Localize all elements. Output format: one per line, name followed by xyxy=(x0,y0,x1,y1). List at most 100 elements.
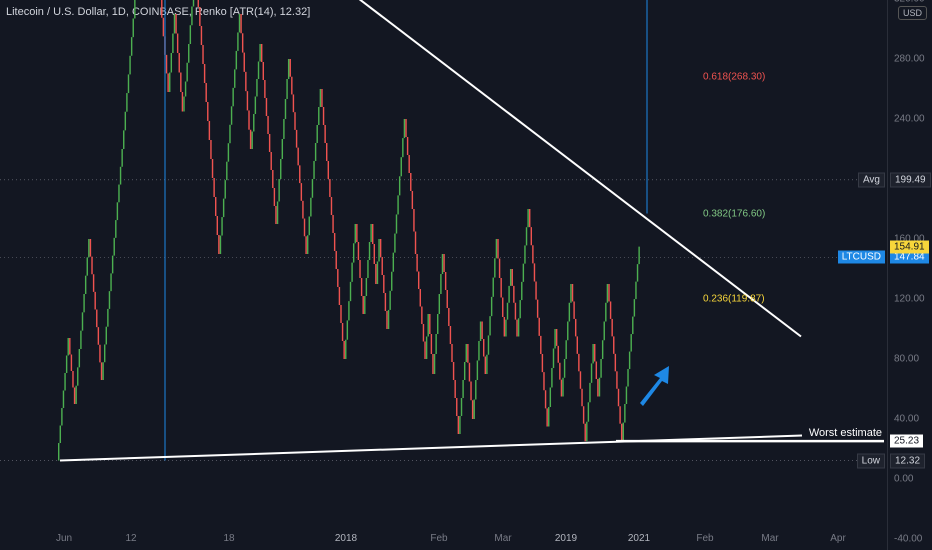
renko-brick-up xyxy=(111,255,114,274)
renko-brick-up xyxy=(59,425,62,444)
renko-brick-up xyxy=(389,290,391,310)
renko-brick-up xyxy=(313,161,315,179)
renko-brick-up xyxy=(80,330,82,349)
renko-brick-up xyxy=(551,368,553,388)
renko-brick-up xyxy=(365,278,368,296)
renko-brick-up xyxy=(229,124,231,144)
renko-brick-up xyxy=(116,202,119,221)
renko-brick-down xyxy=(620,423,623,442)
renko-brick-down xyxy=(240,14,242,34)
renko-brick-up xyxy=(600,359,602,378)
renko-brick-up xyxy=(81,312,84,331)
renko-brick-up xyxy=(251,131,253,149)
renko-brick-up xyxy=(587,402,590,422)
renko-brick-down xyxy=(214,197,217,216)
price-tag-value: 147.84 xyxy=(890,250,929,264)
renko-brick-down xyxy=(594,344,596,362)
renko-brick-up xyxy=(387,309,390,329)
renko-brick-down xyxy=(481,321,483,339)
renko-brick-down xyxy=(616,371,618,389)
renko-brick-down xyxy=(576,336,578,354)
renko-brick-down xyxy=(265,98,268,116)
renko-brick-down xyxy=(511,269,513,286)
renko-brick-up xyxy=(521,281,523,301)
renko-brick-down xyxy=(324,125,326,143)
renko-brick-up xyxy=(549,387,552,407)
renko-brick-up xyxy=(487,335,490,355)
renko-brick-down xyxy=(326,143,328,161)
renko-brick-up xyxy=(562,377,564,397)
renko-brick-up xyxy=(568,302,571,322)
renko-chart[interactable] xyxy=(0,0,887,550)
renko-brick-down xyxy=(484,356,487,374)
renko-brick-down xyxy=(92,274,95,292)
renko-brick-down xyxy=(197,0,199,7)
fib-level-label: 0.236(119.87) xyxy=(703,293,765,305)
renko-brick-down xyxy=(175,14,177,34)
x-tick-label: Mar xyxy=(761,533,779,544)
renko-brick-down xyxy=(413,209,415,232)
renko-brick-up xyxy=(287,59,290,79)
renko-brick-down xyxy=(535,281,537,300)
x-tick-label: Feb xyxy=(696,533,714,544)
renko-brick-down xyxy=(302,200,304,219)
renko-brick-up xyxy=(632,316,634,335)
renko-brick-up xyxy=(625,386,628,404)
renko-brick-up xyxy=(554,329,556,349)
renko-brick-up xyxy=(354,224,356,244)
renko-brick-down xyxy=(383,275,385,293)
renko-brick-up xyxy=(438,294,441,314)
renko-brick-down xyxy=(608,284,610,302)
currency-button[interactable]: USD xyxy=(898,6,928,20)
renko-brick-up xyxy=(58,443,60,461)
renko-brick-up xyxy=(65,355,68,374)
renko-brick-down xyxy=(452,362,455,380)
lower-trendline xyxy=(59,434,803,462)
renko-brick-up xyxy=(238,14,241,33)
renko-brick-down xyxy=(297,147,299,166)
renko-brick-up xyxy=(110,273,112,292)
renko-brick-up xyxy=(170,53,173,73)
renko-brick-up xyxy=(77,367,79,386)
renko-brick-up xyxy=(224,180,226,199)
renko-brick-down xyxy=(573,301,575,319)
renko-brick-up xyxy=(395,214,398,234)
renko-brick-up xyxy=(254,96,257,114)
renko-brick-up xyxy=(463,362,466,380)
renko-brick-up xyxy=(517,318,520,337)
renko-brick-up xyxy=(628,351,631,370)
renko-brick-down xyxy=(218,235,220,254)
renko-brick-up xyxy=(235,50,238,70)
renko-brick-down xyxy=(73,387,76,404)
renko-brick-down xyxy=(268,134,271,152)
renko-brick-up xyxy=(519,300,521,319)
renko-brick-up xyxy=(105,326,108,345)
renko-brick-up xyxy=(563,359,566,378)
renko-brick-up xyxy=(67,338,69,356)
renko-brick-up xyxy=(465,344,467,362)
renko-brick-down xyxy=(532,245,534,264)
renko-brick-down xyxy=(578,353,580,372)
renko-brick-down xyxy=(467,344,469,363)
renko-brick-down xyxy=(597,379,599,397)
renko-brick-down xyxy=(444,272,447,290)
renko-brick-down xyxy=(273,188,276,206)
renko-brick-down xyxy=(446,290,448,308)
renko-brick-down xyxy=(422,324,425,342)
renko-brick-up xyxy=(130,37,133,56)
renko-brick-down xyxy=(211,159,214,178)
renko-brick-down xyxy=(300,183,303,201)
renko-brick-up xyxy=(283,119,285,139)
renko-brick-down xyxy=(456,398,458,416)
renko-brick-up xyxy=(126,93,128,112)
renko-brick-down xyxy=(405,119,407,137)
renko-brick-down xyxy=(337,269,339,287)
renko-brick-down xyxy=(69,338,71,355)
renko-brick-up xyxy=(548,407,550,427)
renko-brick-up xyxy=(256,79,258,97)
renko-brick-down xyxy=(557,345,559,363)
renko-brick-up xyxy=(86,257,88,276)
renko-brick-down xyxy=(199,7,201,26)
renko-brick-down xyxy=(384,293,387,311)
renko-brick-up xyxy=(306,235,309,254)
